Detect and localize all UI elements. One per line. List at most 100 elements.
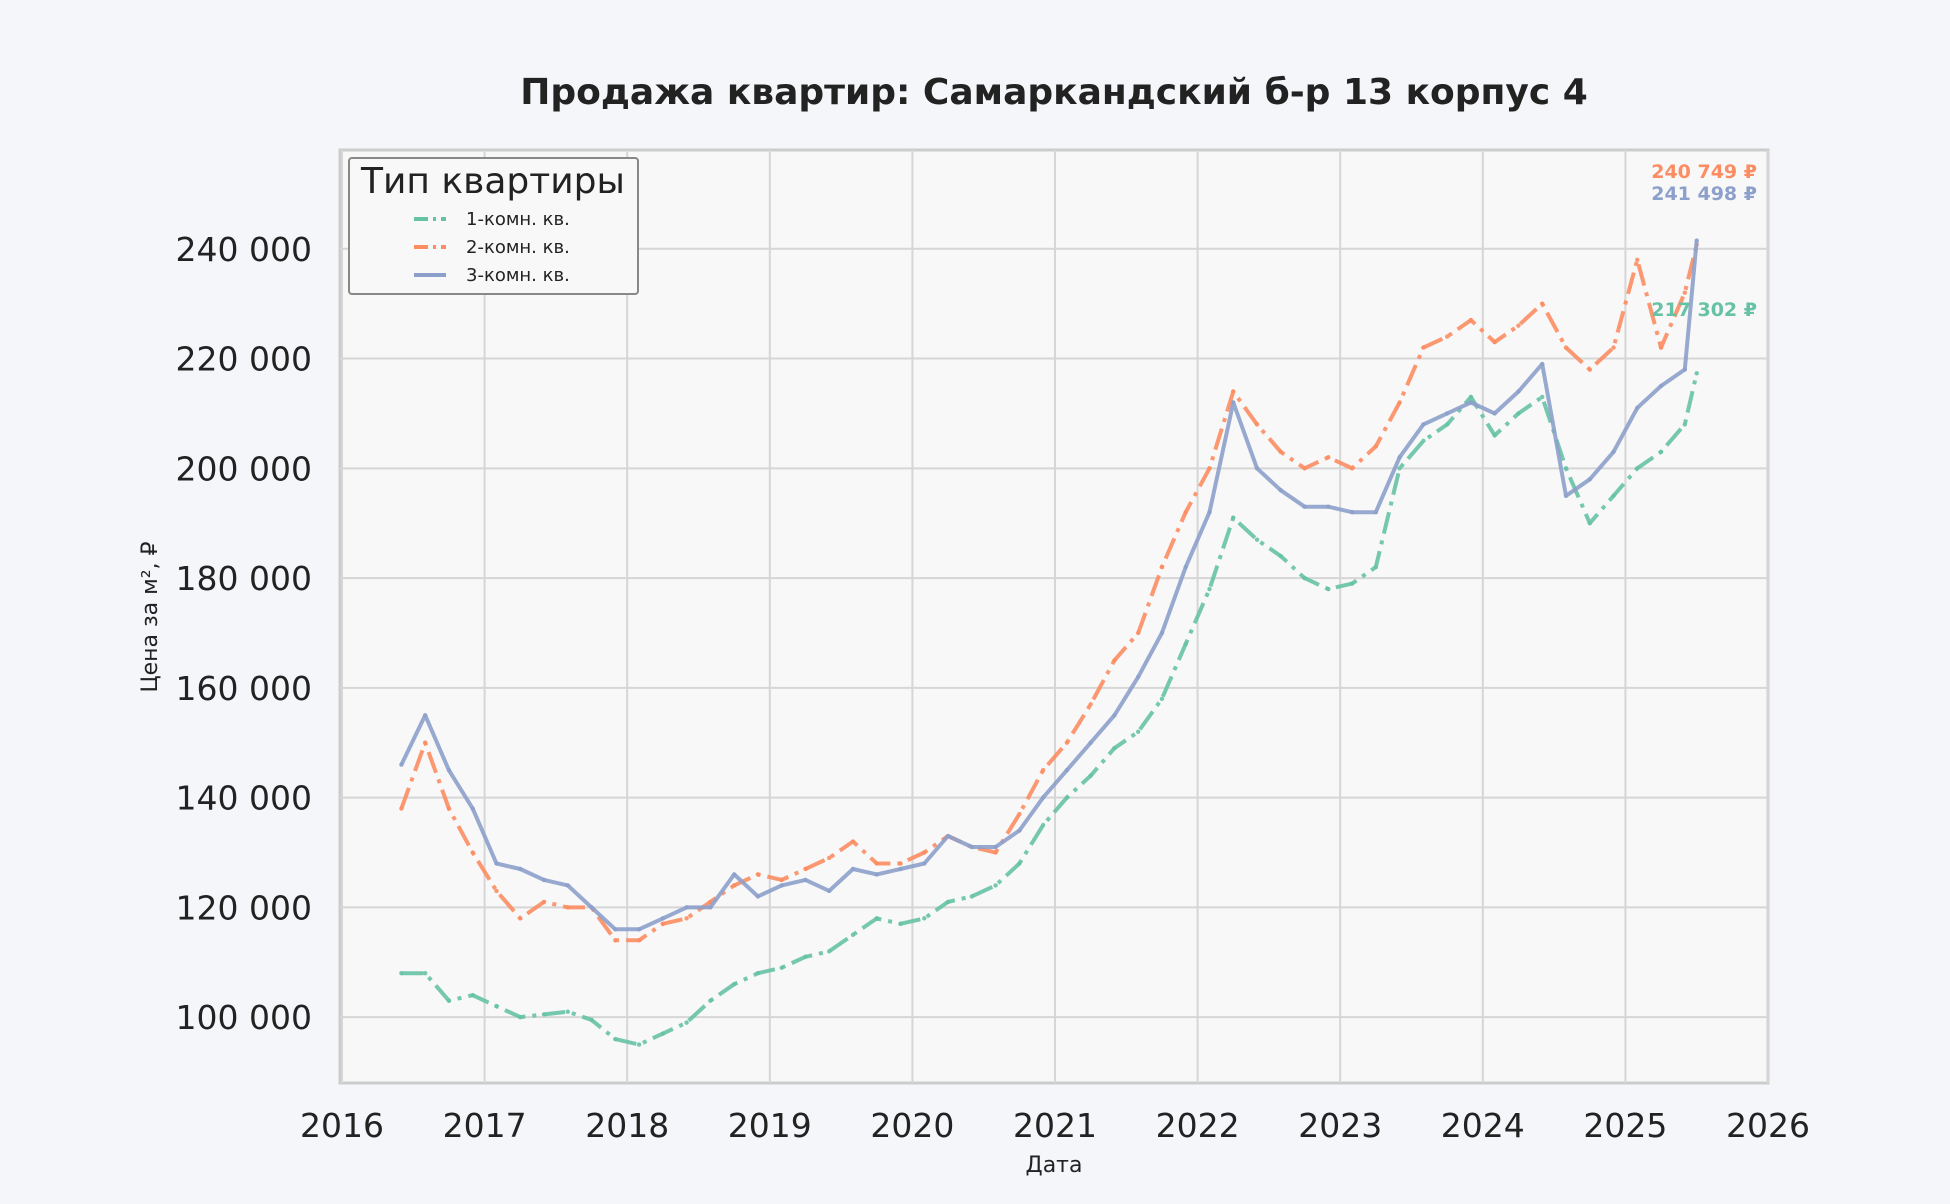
x-tick-labels: 2016 2017 2018 2019 2020 2021 2022 2023 2024 2025…: [300, 1106, 1810, 1145]
series-3-point: [1468, 400, 1474, 405]
legend-items: 1-комн. кв. 2-комн. кв. 3-комн. кв.: [414, 209, 570, 286]
series-3-point: [1112, 713, 1117, 718]
series-1-point: [660, 1031, 666, 1036]
series-3-point: [1694, 238, 1699, 243]
series-1-point: [1563, 466, 1569, 471]
series-2-point: [1468, 317, 1474, 323]
series-2-point: [470, 850, 475, 855]
series-1-point: [708, 998, 713, 1003]
series-1-point: [684, 1020, 689, 1025]
series-2-point: [850, 839, 856, 844]
x-tick-label: 2018: [585, 1106, 669, 1145]
series-3-point: [1492, 411, 1497, 416]
series-1-point: [1135, 729, 1141, 734]
series-1-point: [1254, 537, 1260, 542]
series-3-point: [470, 806, 475, 811]
series-3-point: [1207, 510, 1212, 515]
series-2-point: [993, 850, 998, 855]
series-3-point: [1231, 400, 1236, 405]
series-1-point: [1694, 371, 1699, 376]
series-1-point: [1682, 422, 1688, 427]
series-2-point: [803, 866, 808, 872]
series-3-point: [1183, 564, 1188, 570]
y-axis-label: Цена за м², ₽: [138, 541, 163, 692]
y-tick-label: 120 000: [176, 888, 312, 927]
series-1-point: [1302, 575, 1307, 581]
series-2-point: [1017, 811, 1022, 817]
series-1-point: [1587, 521, 1592, 526]
series-1-point: [470, 992, 475, 998]
series-3-point: [1135, 674, 1141, 680]
series-3-point: [1159, 630, 1165, 636]
series-3-point: [589, 905, 594, 910]
series-2-point: [827, 855, 832, 861]
series-1-point: [446, 998, 452, 1003]
series-line-1: [401, 372, 1699, 1047]
series-1-point: [494, 1003, 499, 1009]
series-2-point: [1587, 367, 1592, 372]
series-2-point: [565, 905, 570, 910]
series-2-point: [1112, 658, 1117, 663]
series-2-point: [1373, 444, 1379, 449]
series-3-point: [1682, 367, 1688, 372]
series-3-point: [1302, 504, 1307, 509]
series-2-point: [1563, 345, 1569, 350]
series-1-point: [1207, 586, 1212, 592]
x-tick-label: 2020: [870, 1106, 954, 1145]
series-2-point: [1635, 257, 1640, 262]
series-3-point: [874, 872, 879, 877]
series-1-point: [1540, 394, 1545, 400]
series-1-point: [1492, 433, 1497, 438]
series-1-point: [827, 949, 832, 954]
series-2-point: [613, 938, 618, 943]
series-3-point: [684, 905, 689, 910]
x-tick-label: 2017: [443, 1106, 527, 1145]
series-3-point: [613, 927, 618, 932]
y-tick-label: 160 000: [176, 669, 312, 708]
series-1-point: [613, 1036, 618, 1042]
x-tick-label: 2021: [1013, 1106, 1097, 1145]
series-1-point: [1040, 822, 1046, 828]
series-3-point: [1444, 411, 1450, 416]
series-2-point: [422, 740, 428, 745]
series-3-point: [922, 861, 927, 866]
series-3-point: [1397, 455, 1402, 460]
x-tick-label: 2016: [300, 1106, 384, 1145]
series-1-point: [993, 883, 998, 888]
end-value-labels: 240 749 ₽241 498 ₽ 217 302 ₽: [1651, 161, 1757, 321]
series-3-point: [1040, 795, 1046, 800]
series-1-point: [1231, 515, 1236, 520]
y-tick-label: 180 000: [176, 559, 312, 598]
series-layer: [399, 238, 1699, 1047]
series-1-point: [1658, 449, 1664, 455]
series-1-point: [1611, 493, 1616, 498]
series-3-point: [779, 883, 784, 888]
series-3-point: [1349, 510, 1355, 515]
series-1-point: [1159, 696, 1165, 702]
series-1-point: [922, 916, 927, 921]
series-2-point: [731, 883, 737, 888]
series-3-point: [1326, 504, 1331, 509]
x-tick-label: 2024: [1441, 1106, 1525, 1145]
series-3-point: [755, 894, 761, 899]
series-3-point: [1421, 422, 1426, 427]
series-2-point: [779, 877, 784, 883]
series-3-point: [1516, 389, 1521, 394]
series-2-point: [1207, 466, 1212, 471]
series-3-point: [1064, 767, 1070, 773]
legend-label: 1-комн. кв.: [466, 209, 570, 230]
series-2-point: [1658, 345, 1664, 350]
series-3-point: [541, 877, 547, 883]
series-2-point: [1492, 339, 1497, 345]
series-3-point: [1658, 383, 1664, 389]
series-2-point: [1682, 290, 1688, 295]
series-1-point: [1373, 564, 1379, 570]
series-1-point: [850, 932, 856, 938]
series-3-point: [446, 767, 452, 773]
x-axis-label: Дата: [1026, 1153, 1083, 1178]
series-1-point: [1444, 422, 1450, 427]
series-3-point: [399, 762, 404, 767]
series-3-point: [1373, 510, 1379, 515]
series-2-point: [1540, 301, 1545, 306]
